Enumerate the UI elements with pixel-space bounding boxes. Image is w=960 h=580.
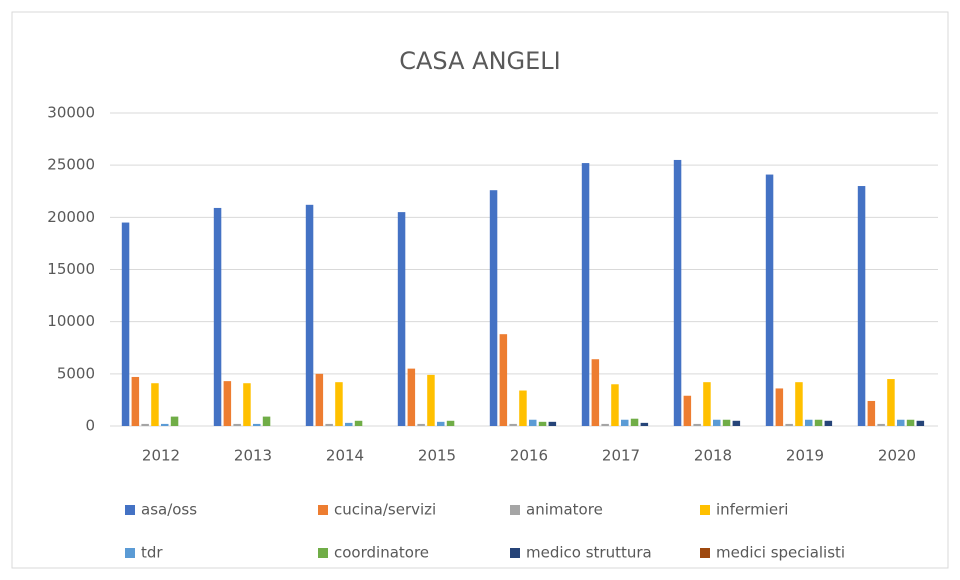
bar: [877, 423, 885, 426]
bar: [305, 204, 314, 426]
x-tick-label: 2020: [878, 447, 916, 465]
y-tick-label: 30000: [47, 104, 95, 122]
legend-label: medici specialisti: [716, 544, 845, 562]
bar: [630, 418, 639, 426]
bar: [795, 382, 803, 426]
legend-swatch: [125, 548, 135, 558]
bar: [407, 368, 416, 426]
bar: [732, 420, 741, 426]
bar: [673, 159, 682, 426]
x-tick-label: 2014: [326, 447, 364, 465]
bar: [427, 374, 435, 426]
bar: [775, 388, 784, 426]
bar: [141, 423, 149, 426]
bar: [161, 423, 169, 426]
bar: [916, 420, 925, 426]
x-tick-label: 2018: [694, 447, 732, 465]
y-tick-label: 10000: [47, 312, 95, 330]
y-tick-label: 20000: [47, 208, 95, 226]
y-tick-label: 5000: [57, 364, 95, 382]
bar: [611, 384, 619, 426]
bar: [581, 163, 590, 426]
chart-frame: [11, 11, 949, 569]
bar: [151, 383, 159, 426]
legend-label: cucina/servizi: [334, 501, 436, 519]
legend-swatch: [510, 505, 520, 515]
x-tick-label: 2015: [418, 447, 456, 465]
bar: [621, 419, 629, 426]
y-tick-label: 0: [85, 417, 95, 435]
bar: [906, 419, 915, 426]
bar: [591, 359, 600, 426]
bar: [446, 420, 455, 426]
x-tick-label: 2019: [786, 447, 824, 465]
x-tick-label: 2012: [142, 447, 180, 465]
bar: [354, 420, 363, 426]
bar: [765, 174, 774, 426]
legend-label: medico struttura: [526, 544, 652, 562]
chart-title: CASA ANGELI: [399, 47, 560, 75]
bar: [335, 382, 343, 426]
bar: [693, 423, 701, 426]
bar: [601, 423, 609, 426]
bar: [640, 422, 649, 426]
x-tick-label: 2016: [510, 447, 548, 465]
bar: [213, 207, 222, 426]
legend-swatch: [700, 548, 710, 558]
bar: [887, 379, 895, 426]
bar: [315, 373, 324, 426]
bar: [713, 419, 721, 426]
legend-label: tdr: [141, 544, 163, 562]
legend-label: coordinatore: [334, 544, 429, 562]
bar: [509, 423, 517, 426]
bar: [805, 419, 813, 426]
legend-label: asa/oss: [141, 501, 197, 519]
y-tick-label: 25000: [47, 156, 95, 174]
y-tick-label: 15000: [47, 260, 95, 278]
x-tick-label: 2013: [234, 447, 272, 465]
legend-label: infermieri: [716, 501, 788, 519]
bar: [857, 186, 866, 426]
bar: [233, 423, 241, 426]
legend-swatch: [318, 548, 328, 558]
bar: [814, 419, 823, 426]
bar: [867, 400, 876, 426]
x-tick-label: 2017: [602, 447, 640, 465]
bar: [170, 416, 179, 426]
bar: [824, 420, 833, 426]
bar: [253, 423, 261, 426]
bar: [121, 222, 130, 426]
bar: [243, 383, 251, 426]
bar: [897, 419, 905, 426]
bar: [785, 423, 793, 426]
bar: [437, 421, 445, 426]
bar: [131, 376, 140, 426]
legend-swatch: [510, 548, 520, 558]
bar: [325, 423, 333, 426]
bar: [223, 381, 232, 426]
bar: [262, 416, 271, 426]
legend-swatch: [125, 505, 135, 515]
bar: [345, 422, 353, 426]
bar: [519, 390, 527, 426]
legend-label: animatore: [526, 501, 603, 519]
bar: [529, 419, 537, 426]
bar: [538, 421, 547, 426]
bar: [703, 382, 711, 426]
legend-swatch: [318, 505, 328, 515]
bar: [417, 423, 425, 426]
bar: [683, 395, 692, 426]
legend-swatch: [700, 505, 710, 515]
bar: [499, 334, 508, 426]
bar: [548, 421, 557, 426]
bar: [489, 190, 498, 426]
bar: [397, 212, 406, 426]
bar: [722, 419, 731, 426]
